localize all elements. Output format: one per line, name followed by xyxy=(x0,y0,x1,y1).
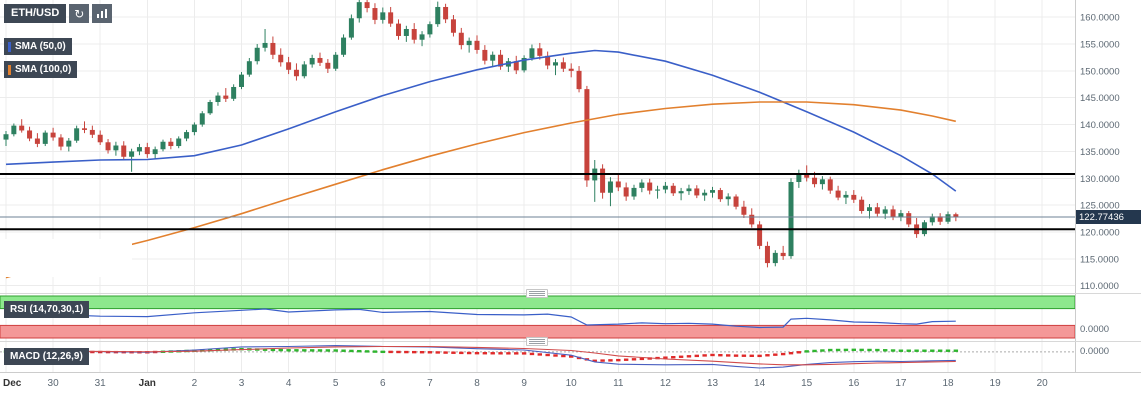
symbol-badge[interactable]: ETH/USD xyxy=(4,4,67,23)
snapshot-button[interactable] xyxy=(92,4,113,23)
refresh-button[interactable]: ↻ xyxy=(69,4,90,23)
time-tick-label: 30 xyxy=(48,378,60,389)
time-tick-label: 7 xyxy=(427,378,433,389)
macd-line xyxy=(5,345,956,369)
candlestick-series[interactable] xyxy=(3,0,959,268)
time-tick-label: Jan xyxy=(139,378,156,389)
time-tick-label: 16 xyxy=(848,378,860,389)
sma50-label: SMA (50,0) xyxy=(15,41,66,52)
indicator-legend: SMA (50,0) SMA (100,0) xyxy=(4,38,78,78)
sma50-color-chip xyxy=(8,41,11,52)
macd-badge[interactable]: MACD (12,26,9) xyxy=(4,348,89,365)
price-tick-label: 130.0000 xyxy=(1080,174,1120,185)
price-tick-label: 155.0000 xyxy=(1080,40,1120,51)
time-tick-label: 5 xyxy=(333,378,339,389)
time-tick-label: 10 xyxy=(566,378,578,389)
time-tick-label: 20 xyxy=(1037,378,1049,389)
time-tick-label: 4 xyxy=(286,378,292,389)
macd-pane-resize-handle[interactable] xyxy=(526,337,548,346)
price-tick-label: 110.0000 xyxy=(1080,281,1119,292)
price-tick-label: 135.0000 xyxy=(1080,147,1120,158)
price-tick-label: 115.0000 xyxy=(1080,254,1119,265)
support-resistance-lines[interactable] xyxy=(0,172,1075,231)
macd-signal-line xyxy=(6,345,956,366)
sma100-label: SMA (100,0) xyxy=(15,64,72,75)
price-tick-label: 125.0000 xyxy=(1080,201,1120,212)
watermark-placeholder xyxy=(0,239,132,277)
rsi-bands xyxy=(0,295,1076,339)
time-tick-label: Dec xyxy=(3,378,22,389)
time-tick-label: 11 xyxy=(613,378,624,389)
time-tick-label: 18 xyxy=(942,378,954,389)
current-price-badge: 122.77436 xyxy=(1076,210,1141,225)
axes: 160.0000155.0000150.0000145.0000140.0000… xyxy=(0,0,1141,389)
time-tick-label: 13 xyxy=(707,378,719,389)
price-tick-label: 145.0000 xyxy=(1080,93,1120,104)
sma100-line xyxy=(5,101,956,279)
time-tick-label: 15 xyxy=(801,378,813,389)
time-tick-label: 8 xyxy=(474,378,480,389)
price-tick-label: 160.0000 xyxy=(1080,13,1120,24)
time-tick-label: 12 xyxy=(660,378,672,389)
sma50-line xyxy=(5,49,957,192)
price-tick-label: 150.0000 xyxy=(1080,66,1120,77)
time-tick-label: 17 xyxy=(895,378,907,389)
toolbar: ETH/USD ↻ xyxy=(4,4,113,23)
time-tick-label: 14 xyxy=(754,378,766,389)
price-tick-label: 140.0000 xyxy=(1080,120,1120,131)
time-tick-label: 19 xyxy=(990,378,1002,389)
refresh-icon: ↻ xyxy=(74,6,85,21)
time-tick-label: 31 xyxy=(95,378,107,389)
time-tick-label: 9 xyxy=(521,378,527,389)
time-tick-label: 6 xyxy=(380,378,386,389)
time-tick-label: 2 xyxy=(192,378,198,389)
price-tick-label: 120.0000 xyxy=(1080,227,1120,238)
rsi-axis-label: 0.0000 xyxy=(1080,324,1110,335)
macd-axis-label: 0.0000 xyxy=(1080,346,1110,357)
rsi-badge[interactable]: RSI (14,70,30,1) xyxy=(4,301,90,318)
sma100-color-chip xyxy=(8,64,11,75)
snapshot-chart-icon xyxy=(97,9,108,18)
time-tick-label: 3 xyxy=(239,378,245,389)
sma100-badge[interactable]: SMA (100,0) xyxy=(4,61,78,78)
sma50-badge[interactable]: SMA (50,0) xyxy=(4,38,72,55)
rsi-line xyxy=(5,308,956,329)
rsi-pane-resize-handle[interactable] xyxy=(526,289,548,298)
